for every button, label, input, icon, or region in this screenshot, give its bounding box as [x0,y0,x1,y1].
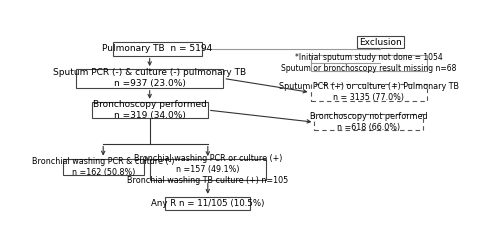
Text: Sputum PCR (-) & culture (-) pulmonary TB
n =937 (23.0%): Sputum PCR (-) & culture (-) pulmonary T… [53,68,246,89]
Bar [92,102,208,119]
Text: Pulmonary TB  n = 5194: Pulmonary TB n = 5194 [102,44,212,53]
Bar [314,114,423,130]
Bar [76,69,224,88]
Text: Bronchial washing PCR or culture (+)
n =157 (49.1%)
Bronchial washing TB culture: Bronchial washing PCR or culture (+) n =… [127,154,288,185]
Text: Bronchoscopy performed
n =319 (34.0%): Bronchoscopy performed n =319 (34.0%) [93,100,206,120]
Text: Bronchoscopy not performed
n =618 (66.0%): Bronchoscopy not performed n =618 (66.0%… [310,112,428,132]
Text: Sputum PCR (+) or culture (+) Pulmonary TB
n = 3135 (77.0%): Sputum PCR (+) or culture (+) Pulmonary … [278,82,458,102]
Bar [150,159,266,181]
Text: Exclusion: Exclusion [359,38,402,46]
Bar [165,197,250,210]
Bar [310,84,427,101]
Text: *Initial sputum study not done = 1054
Sputum or bronchoscopy result missing n=68: *Initial sputum study not done = 1054 Sp… [281,53,456,73]
Text: Bronchial washing PCR & culture (-)
n =162 (50.8%): Bronchial washing PCR & culture (-) n =1… [32,157,174,177]
Bar [310,55,427,70]
Bar [113,42,202,56]
Bar [62,159,144,175]
Text: Any R n = 11/105 (10.5%): Any R n = 11/105 (10.5%) [151,199,264,208]
Bar [357,36,404,48]
